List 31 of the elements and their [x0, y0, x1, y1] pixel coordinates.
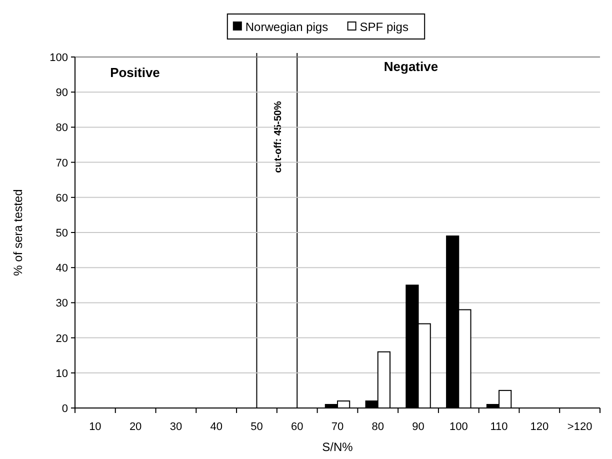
x-tick-label: 100 — [449, 421, 468, 433]
x-tick-label: 30 — [170, 421, 182, 433]
y-tick-label: 90 — [56, 87, 68, 100]
x-tick-label: 20 — [129, 421, 142, 433]
annotation: Negative — [384, 59, 438, 74]
x-axis-title: S/N% — [322, 440, 354, 454]
y-tick-label: 30 — [56, 298, 68, 310]
x-tick-label: 50 — [250, 421, 263, 433]
y-tick-label: 50 — [56, 228, 68, 240]
y-tick-label: 100 — [50, 52, 68, 64]
x-tick-label: 120 — [530, 421, 549, 433]
y-tick-label: 40 — [56, 262, 68, 275]
x-tick-label: 70 — [331, 421, 344, 433]
x-tick-label: 40 — [210, 421, 222, 433]
legend-label: Norwegian pigs — [245, 20, 328, 34]
x-tick-label: 60 — [290, 421, 304, 433]
y-tick-label: 60 — [56, 192, 68, 204]
x-tick-label: 80 — [372, 421, 384, 433]
y-tick-label: 80 — [56, 122, 68, 134]
y-tick-label: 70 — [56, 157, 68, 170]
y-axis-title: % of sera tested — [11, 189, 25, 276]
x-tick-label: >120 — [567, 421, 592, 433]
x-tick-label: 110 — [490, 421, 508, 433]
y-tick-label: 10 — [56, 368, 68, 380]
y-tick-label: 20 — [56, 332, 68, 345]
x-tick-label: 10 — [89, 421, 102, 433]
y-tick-label: 0 — [62, 403, 68, 415]
ref-line-label: cut-off: 45-50% — [272, 101, 284, 173]
x-tick-label: 90 — [412, 421, 424, 433]
legend-label: SPF pigs — [360, 20, 408, 34]
annotation: Positive — [110, 65, 160, 80]
